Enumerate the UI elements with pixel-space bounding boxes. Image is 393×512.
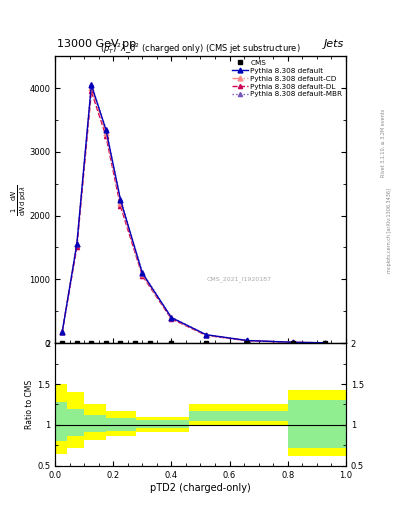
Pythia 8.308 default-DL [140, 272, 145, 279]
Pythia 8.308 default-CD [60, 329, 64, 335]
Pythia 8.308 default-DL [60, 329, 64, 335]
Pythia 8.308 default-MBR [323, 340, 328, 346]
Pythia 8.308 default-CD [140, 271, 145, 278]
Pythia 8.308 default [118, 197, 123, 203]
Pythia 8.308 default [204, 332, 209, 338]
CMS [147, 340, 152, 346]
Pythia 8.308 default-CD [169, 315, 174, 321]
Pythia 8.308 default-MBR [204, 332, 209, 338]
Line: Pythia 8.308 default: Pythia 8.308 default [60, 82, 328, 345]
Pythia 8.308 default-DL [75, 244, 79, 250]
Pythia 8.308 default [104, 126, 108, 133]
Pythia 8.308 default [244, 337, 249, 344]
Pythia 8.308 default-DL [244, 337, 249, 344]
Text: Jets: Jets [323, 38, 344, 49]
Line: Pythia 8.308 default-DL: Pythia 8.308 default-DL [60, 89, 328, 345]
Pythia 8.308 default [323, 340, 328, 346]
Pythia 8.308 default-DL [204, 332, 209, 338]
Pythia 8.308 default [291, 339, 296, 346]
Pythia 8.308 default-CD [118, 200, 123, 206]
CMS [60, 340, 64, 346]
Pythia 8.308 default-MBR [89, 81, 94, 88]
Text: 13000 GeV pp: 13000 GeV pp [57, 38, 136, 49]
Pythia 8.308 default-MBR [118, 196, 123, 202]
Line: Pythia 8.308 default-MBR: Pythia 8.308 default-MBR [60, 82, 328, 345]
CMS [133, 340, 138, 346]
Pythia 8.308 default-MBR [60, 328, 64, 334]
Pythia 8.308 default-DL [291, 339, 296, 346]
Pythia 8.308 default-DL [89, 88, 94, 94]
Pythia 8.308 default-DL [323, 340, 328, 346]
Legend: CMS, Pythia 8.308 default, Pythia 8.308 default-CD, Pythia 8.308 default-DL, Pyt: CMS, Pythia 8.308 default, Pythia 8.308 … [231, 58, 343, 99]
Pythia 8.308 default-DL [104, 133, 108, 139]
CMS [104, 340, 108, 346]
Pythia 8.308 default-MBR [75, 241, 79, 247]
Pythia 8.308 default-DL [118, 203, 123, 209]
CMS [204, 340, 209, 346]
Pythia 8.308 default [89, 82, 94, 88]
CMS [75, 340, 79, 346]
X-axis label: pTD2 (charged-only): pTD2 (charged-only) [150, 482, 251, 493]
CMS [118, 340, 123, 346]
Y-axis label: Ratio to CMS: Ratio to CMS [25, 380, 34, 429]
Pythia 8.308 default-CD [291, 339, 296, 346]
Pythia 8.308 default-MBR [140, 269, 145, 275]
Pythia 8.308 default-MBR [169, 314, 174, 321]
CMS [89, 340, 94, 346]
Text: Rivet 3.1.10, ≥ 3.2M events: Rivet 3.1.10, ≥ 3.2M events [381, 109, 386, 178]
Pythia 8.308 default [140, 270, 145, 276]
Pythia 8.308 default-MBR [104, 126, 108, 132]
Pythia 8.308 default [60, 329, 64, 335]
Pythia 8.308 default-CD [104, 130, 108, 136]
CMS [323, 340, 328, 346]
Text: mcplots.cern.ch [arXiv:1306.3436]: mcplots.cern.ch [arXiv:1306.3436] [387, 188, 391, 273]
Text: CMS_2021_I1920187: CMS_2021_I1920187 [206, 276, 271, 282]
CMS [169, 340, 174, 346]
Pythia 8.308 default [75, 241, 79, 247]
Pythia 8.308 default-MBR [244, 337, 249, 344]
Line: Pythia 8.308 default-CD: Pythia 8.308 default-CD [60, 86, 328, 345]
Pythia 8.308 default-CD [244, 337, 249, 344]
Pythia 8.308 default-CD [204, 332, 209, 338]
Line: CMS: CMS [60, 341, 328, 345]
Pythia 8.308 default-CD [75, 241, 79, 247]
Pythia 8.308 default-MBR [291, 339, 296, 346]
Y-axis label: $\frac{1}{\mathrm{d}N}\frac{\mathrm{d}N}{\mathrm{d}\,\mathrm{p}\mathrm{d}\,\lamb: $\frac{1}{\mathrm{d}N}\frac{\mathrm{d}N}… [9, 184, 28, 216]
Pythia 8.308 default [169, 314, 174, 321]
CMS [291, 340, 296, 346]
Title: $(p_T^P)^2\lambda\_0^2$ (charged only) (CMS jet substructure): $(p_T^P)^2\lambda\_0^2$ (charged only) (… [100, 41, 301, 56]
Pythia 8.308 default-CD [89, 85, 94, 91]
Pythia 8.308 default-DL [169, 316, 174, 322]
Pythia 8.308 default-CD [323, 340, 328, 346]
CMS [244, 340, 249, 346]
